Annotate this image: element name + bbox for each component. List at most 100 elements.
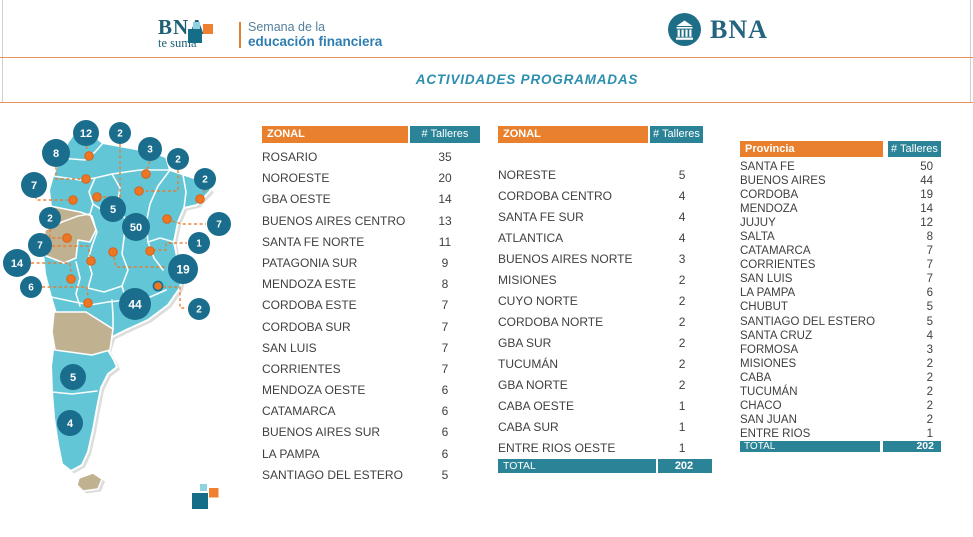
table-row: GBA SUR 2 — [498, 333, 712, 354]
location-dot — [162, 214, 172, 224]
row-label: PATAGONIA SUR — [262, 255, 358, 270]
row-label: LA PAMPA — [262, 446, 320, 461]
table-row: SAN LUIS 7 — [262, 338, 480, 359]
page-title: ACTIVIDADES PROGRAMADAS — [415, 72, 639, 87]
row-value: 2 — [926, 385, 933, 398]
table-row: ENTRE RIOS OESTE 1 — [498, 438, 712, 459]
table-row: ENTRE RIOS 1 — [740, 427, 941, 441]
square-teal-icon — [192, 493, 208, 509]
bubble-value: 1 — [196, 239, 202, 250]
bubble-circle — [167, 148, 189, 170]
bubble-value: 2 — [202, 175, 208, 186]
row-label: BUENOS AIRES — [740, 175, 826, 188]
province-border — [121, 237, 129, 301]
row-label: CATAMARCA — [262, 404, 336, 419]
table-row: SAN JUAN 2 — [740, 413, 941, 427]
location-dot — [81, 174, 91, 184]
bubble-value: 8 — [53, 148, 59, 160]
zonal-table-1: ZONAL # Talleres ROSARIO 35 NOROESTE 20 GBA … — [262, 126, 480, 486]
table-row: LA PAMPA 6 — [740, 286, 941, 300]
table-row: SANTA FE NORTE 11 — [262, 232, 480, 253]
table-header: Provincia # Talleres — [740, 141, 941, 157]
table-row: CABA 2 — [740, 371, 941, 385]
provincia-table: Provincia # Talleres SANTA FE 50 BUENOS AI… — [740, 141, 941, 453]
row-label: JUJUY — [740, 217, 776, 230]
connector-line — [146, 160, 151, 171]
total-label: TOTAL — [740, 440, 883, 453]
row-label: CORDOBA NORTE — [498, 315, 604, 329]
province-border — [88, 177, 96, 215]
row-value: 1 — [926, 427, 933, 440]
bubble-value: 7 — [31, 180, 37, 192]
table-row: SANTA FE SUR 4 — [498, 207, 712, 228]
connector-line — [52, 245, 91, 257]
province-border — [75, 261, 81, 307]
bubble-value: 7 — [37, 241, 43, 252]
row-value: 2 — [678, 357, 686, 371]
table-row: MENDOZA OESTE 6 — [262, 380, 480, 401]
bubble-circle — [109, 122, 131, 144]
table-row: MENDOZA 14 — [740, 202, 941, 216]
bubble-circle — [39, 207, 61, 229]
event-name-line1: Semana de la — [248, 20, 326, 34]
table-rows: ROSARIO 35 NOROESTE 20 GBA OESTE 14 BUENOS AIR… — [262, 147, 480, 486]
row-label: CORRIENTES — [740, 259, 816, 272]
row-value: 2 — [678, 378, 686, 392]
row-value: 4 — [678, 189, 686, 203]
bubble-circle — [20, 276, 42, 298]
table-row: SAN LUIS 7 — [740, 272, 941, 286]
row-value: 4 — [678, 231, 686, 245]
row-value: 6 — [441, 383, 449, 398]
bubble-circle — [119, 288, 151, 320]
table-row: NORESTE 5 — [498, 165, 712, 186]
table-row: BUENOS AIRES SUR 6 — [262, 422, 480, 443]
table-row: CORRIENTES 7 — [262, 359, 480, 380]
bubble-value: 5 — [110, 204, 116, 216]
row-label: ENTRE RIOS — [740, 427, 811, 440]
location-dot — [62, 233, 72, 243]
province-sand — [51, 311, 114, 356]
location-dot — [134, 186, 144, 196]
row-label: CHACO — [740, 399, 782, 412]
row-label: CORDOBA ESTE — [262, 298, 357, 313]
location-dot — [66, 274, 76, 284]
province-border — [111, 169, 171, 175]
row-label: GBA SUR — [498, 336, 552, 350]
table-row: JUJUY 12 — [740, 216, 941, 230]
row-label: CORDOBA CENTRO — [498, 189, 613, 203]
row-label: NOROESTE — [262, 171, 330, 186]
row-label: SANTA FE SUR — [498, 210, 584, 224]
bna-bank-logo: BNA — [666, 11, 768, 48]
top-rule — [0, 57, 973, 58]
row-value: 2 — [678, 294, 686, 308]
row-label: MISIONES — [498, 273, 557, 287]
row-label: MENDOZA — [740, 203, 798, 216]
bubble-value: 4 — [67, 418, 74, 430]
table-row: ATLANTICA 4 — [498, 228, 712, 249]
bubble-circle — [28, 233, 52, 257]
table-row: SANTA CRUZ 4 — [740, 329, 941, 343]
row-label: ROSARIO — [262, 150, 318, 164]
row-label: SANTA FE — [740, 161, 795, 173]
row-value: 2 — [926, 357, 933, 370]
row-value: 6 — [441, 425, 449, 440]
square-light-icon — [200, 484, 207, 491]
table-row: CATAMARCA 7 — [740, 244, 941, 258]
zonal-header-cell: ZONAL — [498, 126, 648, 143]
table-row: TUCUMÁN 2 — [498, 354, 712, 375]
row-value: 5 — [926, 315, 933, 328]
row-label: CABA SUR — [498, 420, 559, 434]
table-row: TUCUMÁN 2 — [740, 385, 941, 399]
row-label: CORDOBA SUR — [262, 319, 351, 334]
total-value: 202 — [674, 460, 694, 472]
location-dot — [195, 194, 205, 204]
square-orange-icon — [203, 24, 213, 34]
row-value: 9 — [441, 255, 449, 270]
bubble-circle — [138, 137, 162, 161]
table-row: CABA SUR 1 — [498, 417, 712, 438]
location-dot — [108, 247, 118, 257]
bubble-value: 5 — [70, 372, 76, 384]
table-row: MISIONES 2 — [498, 270, 712, 291]
bubble-value: 2 — [196, 305, 202, 316]
event-name-line2: educación financiera — [248, 34, 383, 49]
